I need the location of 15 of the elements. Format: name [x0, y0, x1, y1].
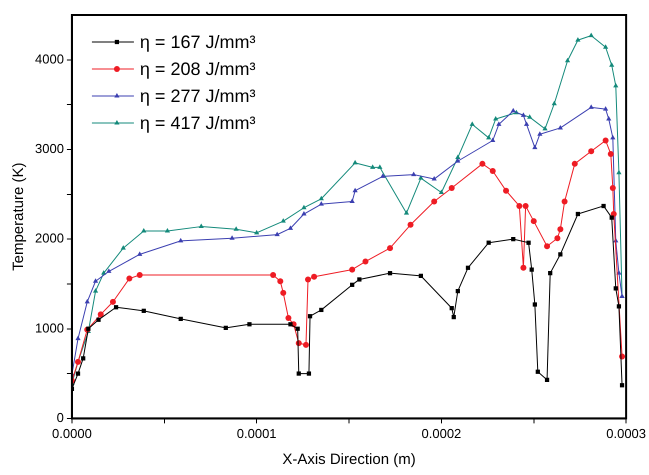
x-tick-label: 0.0001 — [236, 426, 277, 441]
x-axis-title: X-Axis Direction (m) — [282, 451, 416, 468]
y-tick-label: 1000 — [35, 320, 64, 336]
legend-label: η = 208 J/mm³ — [140, 58, 256, 79]
y-tick-label: 4000 — [35, 51, 64, 66]
legend-label: η = 167 J/mm³ — [140, 32, 256, 52]
legend-label: η = 417 J/mm³ — [140, 112, 256, 133]
x-tick-label: 0.0000 — [52, 426, 92, 441]
y-tick-label: 3000 — [35, 141, 64, 156]
y-axis-title: Temperature (K) — [10, 162, 28, 271]
legend-label: η = 277 J/mm³ — [140, 86, 256, 106]
y-tick-label: 2000 — [35, 230, 64, 246]
y-tick-label: 0 — [56, 410, 64, 425]
x-tick-label: 0.0003 — [606, 426, 646, 441]
x-tick-label: 0.0002 — [422, 426, 462, 441]
